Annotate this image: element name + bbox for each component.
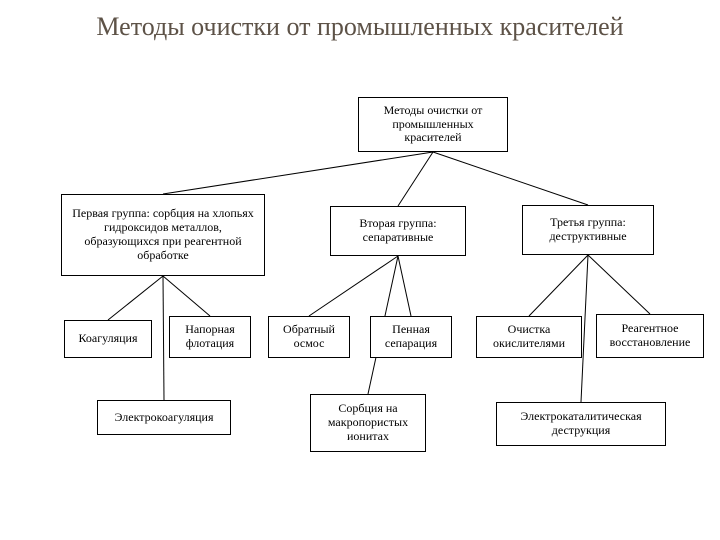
node-electrocatalytic-destruction: Электрокаталитическая деструкция: [496, 402, 666, 446]
node-label: Очистка окислителями: [483, 323, 575, 351]
node-label: Первая группа: сорбция на хлопьях гидрок…: [68, 207, 258, 262]
node-foam-separation: Пенная сепарация: [370, 316, 452, 358]
node-label: Вторая группа: сепаративные: [337, 217, 459, 245]
node-root: Методы очистки от промышленных красителе…: [358, 97, 508, 152]
node-group-3: Третья группа: деструктивные: [522, 205, 654, 255]
node-group-2: Вторая группа: сепаративные: [330, 206, 466, 256]
node-oxidizer-cleaning: Очистка окислителями: [476, 316, 582, 358]
node-pressure-flotation: Напорная флотация: [169, 316, 251, 358]
node-reverse-osmosis: Обратный осмос: [268, 316, 350, 358]
node-macroporous-sorption: Сорбция на макропористых ионитах: [310, 394, 426, 452]
node-label: Третья группа: деструктивные: [529, 216, 647, 244]
node-reagent-reduction: Реагентное восстановление: [596, 314, 704, 358]
node-label: Методы очистки от промышленных красителе…: [365, 104, 501, 145]
node-coagulation: Коагуляция: [64, 320, 152, 358]
node-label: Реагентное восстановление: [603, 322, 697, 350]
node-group-1: Первая группа: сорбция на хлопьях гидрок…: [61, 194, 265, 276]
node-label: Сорбция на макропористых ионитах: [317, 402, 419, 443]
node-label: Электрокоагуляция: [115, 411, 214, 425]
node-label: Электрокаталитическая деструкция: [503, 410, 659, 438]
node-label: Напорная флотация: [176, 323, 244, 351]
node-label: Пенная сепарация: [377, 323, 445, 351]
node-label: Обратный осмос: [275, 323, 343, 351]
node-label: Коагуляция: [79, 332, 138, 346]
page-title: Методы очистки от промышленных красителе…: [0, 12, 720, 42]
node-electrocoagulation: Электрокоагуляция: [97, 400, 231, 435]
page-title-text: Методы очистки от промышленных красителе…: [96, 12, 623, 41]
